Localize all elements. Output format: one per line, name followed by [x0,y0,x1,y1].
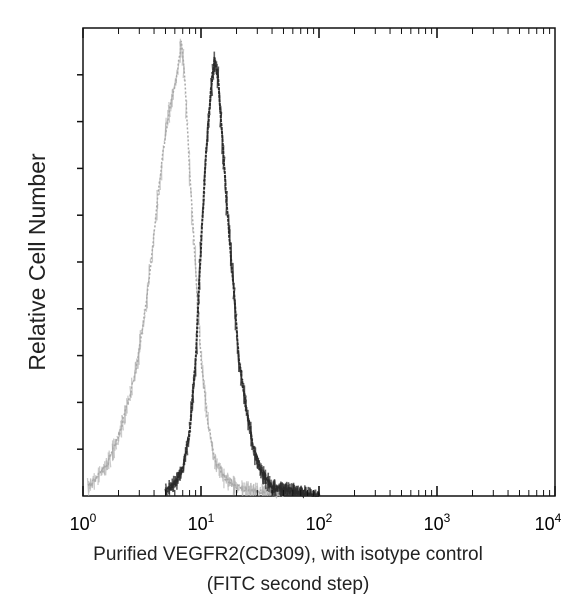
x-tick-label-2: 102 [306,511,333,534]
series-0-mark [97,467,100,486]
series-0-mark [107,452,110,470]
y-axis-title: Relative Cell Number [24,153,50,371]
x-tick-labels: 100 101 102 103 104 [70,511,562,534]
series-0-mark [167,104,171,123]
x-axis-title-line-2: (FITC second step) [207,574,370,595]
x-axis-title-line-1: Purified VEGFR2(CD309), with isotype con… [93,544,483,565]
series-0-mark [143,309,146,314]
series-0-mark [168,101,171,118]
x-tick-label-0: 100 [70,511,97,534]
series-0-mark [86,478,90,497]
series-0-mark [226,472,229,491]
series-layer [86,38,321,500]
x-tick-label-4: 104 [535,511,562,534]
series-0-line [87,40,284,499]
series-0-mark [119,425,122,437]
series-1-mark [216,68,219,89]
x-tick-label-1: 101 [188,511,215,534]
series-0-mark [98,466,101,483]
series-0-mark [120,420,123,430]
y-tick-marks [77,74,83,450]
series-1 [164,51,321,500]
series-0-mark [175,69,178,86]
series-0-mark [135,358,138,370]
series-0-mark [130,377,133,396]
series-0-mark [219,462,221,479]
series-0-mark [134,361,138,374]
series-0-mark [113,438,116,459]
x-tick-label-3: 103 [424,511,451,534]
plot-frame [82,27,556,497]
series-1-line [164,57,320,500]
series-0-mark [256,482,259,497]
series-1-mark [273,480,277,497]
x-tick-marks [82,28,556,496]
series-1-mark [251,443,255,456]
series-0-mark [91,475,94,489]
series-0-mark [258,486,262,497]
series-0 [86,38,284,499]
